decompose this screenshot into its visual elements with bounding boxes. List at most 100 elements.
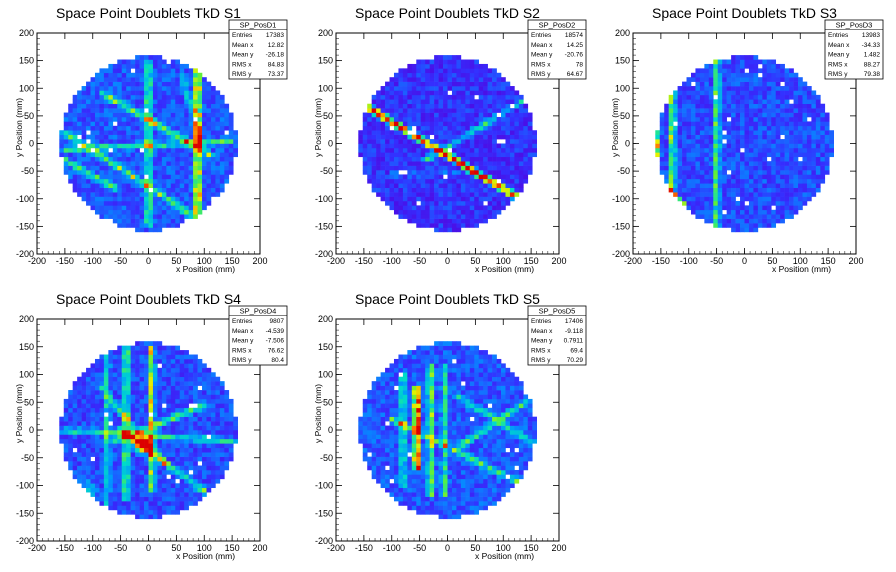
heatmap-bin — [726, 156, 732, 162]
heatmap-bin — [380, 196, 386, 202]
heatmap-bin — [416, 130, 422, 135]
heatmap-bin — [704, 205, 710, 211]
heatmap-bin — [748, 165, 754, 171]
heatmap-bin — [139, 505, 145, 511]
heatmap-bin — [90, 487, 96, 493]
heatmap-bin — [215, 165, 221, 171]
heatmap-bin — [429, 147, 435, 153]
heatmap-bin — [362, 125, 368, 131]
heatmap-bin — [90, 156, 96, 162]
heatmap-bin — [811, 143, 817, 149]
heatmap-bin — [753, 170, 759, 175]
heatmap-bin — [731, 94, 736, 100]
heatmap-bin — [731, 187, 736, 193]
heatmap-bin — [184, 192, 189, 197]
heatmap-bin — [735, 200, 741, 206]
heatmap-bin — [492, 196, 497, 202]
heatmap-bin — [492, 112, 497, 118]
heatmap-bin — [130, 183, 136, 188]
heatmap-bin — [108, 121, 114, 127]
heatmap-bin — [717, 200, 723, 206]
heatmap-bin — [68, 170, 73, 175]
heatmap-bin — [483, 143, 488, 149]
heatmap-bin — [59, 434, 65, 440]
heatmap-bin — [94, 447, 100, 453]
heatmap-bin — [762, 72, 768, 78]
heatmap-bin — [86, 116, 91, 122]
heatmap-bin — [695, 178, 701, 184]
heatmap-bin — [784, 174, 790, 180]
heatmap-bin — [179, 178, 185, 184]
heatmap-bin — [425, 170, 430, 175]
heatmap-bin — [748, 223, 754, 228]
heatmap-bin — [483, 103, 488, 109]
heatmap-bin — [121, 68, 127, 74]
heatmap-bin — [166, 90, 172, 96]
heatmap-bin — [108, 438, 114, 444]
heatmap-bin — [175, 483, 181, 489]
heatmap-bin — [704, 170, 710, 175]
heatmap-bin — [94, 487, 100, 493]
heatmap-bin — [179, 187, 185, 193]
heatmap-bin — [802, 139, 808, 144]
heatmap-bin — [371, 165, 377, 171]
heatmap-bins — [655, 55, 834, 233]
heatmap-bin — [717, 183, 723, 188]
heatmap-bin — [197, 152, 203, 158]
heatmap-bin — [407, 90, 413, 96]
heatmap-bin — [425, 205, 430, 211]
heatmap-bin — [112, 443, 118, 449]
heatmap-bin — [748, 196, 754, 202]
heatmap-bin — [425, 156, 430, 162]
heatmap-bin — [771, 147, 777, 153]
heatmap-bin — [130, 505, 136, 511]
heatmap-bin — [152, 461, 158, 466]
heatmap-bin — [713, 86, 719, 91]
heatmap-bin — [144, 367, 149, 373]
heatmap-bin — [434, 223, 439, 228]
heatmap-bin — [744, 55, 750, 60]
heatmap-bin — [483, 130, 488, 135]
heatmap-bin — [793, 205, 799, 211]
heatmap-bin — [771, 174, 777, 180]
heatmap-bin — [789, 112, 794, 118]
heatmap-bin — [793, 187, 799, 193]
heatmap-bin — [179, 116, 185, 122]
heatmap-bin — [166, 492, 172, 497]
heatmap-bin — [438, 196, 444, 202]
heatmap-bin — [740, 218, 745, 224]
heatmap-bin — [677, 94, 683, 100]
heatmap-bin — [784, 68, 790, 74]
heatmap-bin — [704, 187, 710, 193]
heatmap-bin — [68, 465, 73, 471]
heatmap-bin — [90, 81, 96, 87]
heatmap-bin — [152, 63, 158, 69]
heatmap-bin — [117, 447, 123, 453]
heatmap-bin — [179, 81, 185, 87]
heatmap-bin — [780, 152, 785, 158]
heatmap-bin — [402, 205, 408, 211]
heatmap-bin — [434, 187, 439, 193]
heatmap-bin — [806, 156, 812, 162]
heatmap-bin — [219, 143, 225, 149]
stats-box-frame — [527, 19, 587, 80]
heatmap-bin — [744, 59, 750, 65]
heatmap-bin — [94, 456, 100, 462]
heatmap-bin — [682, 147, 687, 153]
heatmap-bin — [90, 192, 96, 197]
heatmap-bin — [179, 363, 185, 369]
heatmap-bin — [206, 99, 212, 105]
heatmap-bin — [86, 196, 91, 202]
heatmap-bin — [112, 469, 118, 475]
heatmap-bin — [820, 134, 826, 140]
heatmap-bin — [398, 94, 404, 100]
heatmap-bin — [184, 156, 189, 162]
heatmap-bin — [94, 125, 100, 131]
heatmap-bin — [514, 187, 520, 193]
heatmap-bin — [664, 170, 669, 175]
heatmap-bin — [677, 99, 683, 105]
heatmap-bin — [179, 461, 185, 466]
heatmap-bin — [474, 125, 480, 131]
heatmap-bin — [179, 381, 185, 386]
heatmap-bin — [130, 363, 136, 369]
